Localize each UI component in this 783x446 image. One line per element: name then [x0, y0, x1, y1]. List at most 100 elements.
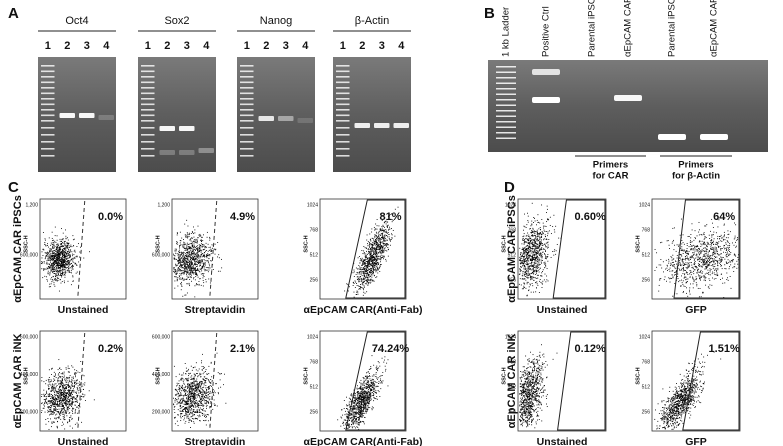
- dot: [358, 277, 360, 279]
- dot: [388, 229, 389, 231]
- dot: [199, 400, 201, 402]
- dot: [76, 400, 78, 402]
- dot: [180, 402, 182, 404]
- y-tick-label: 512: [310, 384, 319, 390]
- dot: [194, 261, 196, 263]
- dot: [193, 409, 195, 411]
- dot: [179, 255, 181, 257]
- dot: [366, 375, 368, 377]
- dot: [193, 398, 195, 399]
- dot: [374, 261, 376, 263]
- dot: [197, 384, 198, 386]
- dot: [59, 383, 61, 385]
- dot: [175, 264, 177, 266]
- dot: [179, 404, 181, 406]
- dot: [175, 276, 177, 278]
- dot: [66, 381, 68, 383]
- dot: [203, 367, 205, 369]
- dot: [203, 413, 205, 415]
- dot: [48, 414, 50, 416]
- dot: [376, 248, 377, 249]
- dot: [197, 383, 198, 385]
- dot: [210, 402, 212, 404]
- dot: [384, 221, 385, 223]
- dot: [204, 420, 206, 422]
- dot: [48, 386, 50, 388]
- dot: [54, 400, 56, 402]
- dot: [58, 406, 60, 408]
- ladder-band: [240, 109, 254, 111]
- band: [258, 116, 274, 121]
- dot: [363, 275, 365, 277]
- dot: [60, 265, 62, 267]
- y-axis-label: SSC-H: [303, 367, 309, 384]
- dot: [195, 240, 197, 242]
- dot: [196, 381, 198, 383]
- dot: [201, 401, 202, 403]
- dot: [376, 256, 378, 258]
- dot: [179, 244, 181, 246]
- dot: [355, 427, 356, 429]
- dot: [58, 245, 60, 247]
- dot: [77, 387, 79, 389]
- dot: [208, 394, 210, 396]
- dot: [182, 409, 184, 410]
- dot: [379, 247, 381, 249]
- dot: [363, 253, 365, 255]
- dot: [64, 397, 66, 399]
- dot: [69, 250, 71, 252]
- dot: [194, 393, 196, 395]
- dot: [59, 400, 61, 401]
- dot: [53, 411, 55, 413]
- dot: [57, 404, 59, 406]
- dot: [72, 264, 73, 266]
- dot: [59, 414, 61, 416]
- dot: [191, 390, 193, 392]
- dot: [183, 394, 185, 396]
- dot: [187, 406, 189, 408]
- dot: [77, 385, 79, 387]
- dot: [362, 384, 364, 386]
- dot: [182, 416, 183, 417]
- dot: [49, 273, 51, 275]
- ladder-band: [240, 134, 254, 136]
- dot: [205, 392, 207, 394]
- dot: [182, 378, 184, 380]
- dot: [176, 280, 178, 282]
- dot: [52, 395, 54, 397]
- dot: [53, 261, 55, 263]
- dot: [363, 289, 365, 291]
- dot: [188, 253, 190, 255]
- dot: [366, 267, 368, 269]
- dot: [52, 246, 54, 248]
- dot: [360, 383, 362, 385]
- dot: [198, 244, 200, 246]
- dot: [195, 263, 197, 265]
- percent: 0.2%: [98, 343, 123, 355]
- dot: [184, 408, 186, 410]
- dot: [180, 394, 182, 396]
- dot: [209, 236, 211, 238]
- dot: [54, 389, 56, 391]
- dot: [204, 262, 206, 264]
- dot: [367, 387, 369, 389]
- dot: [41, 410, 43, 412]
- dot: [199, 235, 201, 237]
- dot: [195, 254, 197, 256]
- dot: [376, 259, 378, 261]
- dot: [204, 256, 206, 258]
- dot: [376, 255, 378, 257]
- dot: [56, 259, 58, 261]
- dot: [363, 282, 365, 284]
- dot: [63, 406, 65, 408]
- dot: [194, 393, 196, 395]
- dot: [210, 260, 212, 262]
- dot: [190, 403, 192, 405]
- dot: [65, 412, 67, 413]
- dot: [367, 261, 369, 262]
- ladder-band: [240, 141, 254, 143]
- dot: [374, 241, 376, 242]
- dot: [378, 252, 380, 254]
- dot: [75, 408, 77, 410]
- dot: [377, 246, 379, 248]
